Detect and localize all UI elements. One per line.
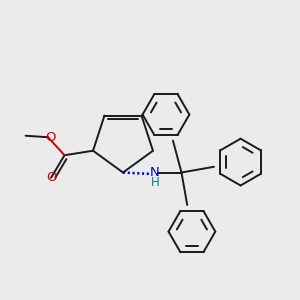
Text: O: O — [45, 131, 56, 144]
Text: O: O — [46, 171, 56, 184]
Text: H: H — [151, 176, 160, 189]
Text: N: N — [150, 166, 160, 179]
